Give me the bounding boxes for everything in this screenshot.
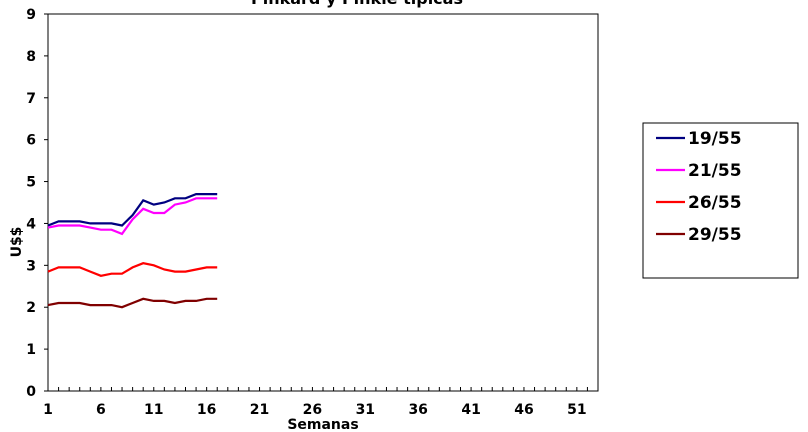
legend-label: 26/55 xyxy=(688,193,742,213)
plot-area xyxy=(47,13,599,392)
y-tick-label: 5 xyxy=(26,175,36,191)
series-lines xyxy=(47,193,218,309)
plot-frame xyxy=(47,13,599,392)
x-axis-ticks: 1 6 11 16 21 26 31 36 41 46 51 xyxy=(43,402,586,418)
x-tick-label: 16 xyxy=(197,402,216,418)
y-tick-label: 8 xyxy=(26,49,36,65)
y-tick-label: 4 xyxy=(26,216,36,232)
x-tick-label: 11 xyxy=(144,402,163,418)
x-tick-label: 46 xyxy=(514,402,533,418)
y-tick-label: 6 xyxy=(26,133,36,149)
x-tick-label: 1 xyxy=(43,402,53,418)
x-tick-label: 21 xyxy=(250,402,269,418)
x-tick-label: 31 xyxy=(356,402,375,418)
y-tick-label: 0 xyxy=(26,384,36,400)
legend-label: 21/55 xyxy=(688,161,742,181)
legend-label: 19/55 xyxy=(688,129,742,149)
y-tick-label: 2 xyxy=(26,300,36,316)
x-tick-label: 36 xyxy=(408,402,427,418)
y-tick-label: 9 xyxy=(26,7,36,23)
chart-title: Pinkard y Pinkle tipicas xyxy=(251,0,463,8)
y-axis-ticks: 0 1 2 3 4 5 6 7 8 9 xyxy=(26,7,48,400)
legend-label: 29/55 xyxy=(688,225,742,245)
legend: 19/55 21/55 26/55 29/55 xyxy=(642,122,799,279)
x-tick-label: 41 xyxy=(461,402,480,418)
series-line-21-55 xyxy=(47,197,218,236)
y-tick-label: 3 xyxy=(26,258,36,274)
x-axis-label: Semanas xyxy=(287,417,358,432)
series-line-19-55 xyxy=(47,193,218,227)
x-tick-label: 6 xyxy=(96,402,106,418)
legend-box xyxy=(642,122,799,279)
x-tick-label: 51 xyxy=(567,402,586,418)
y-axis-label: U$$ xyxy=(9,227,25,258)
y-tick-label: 1 xyxy=(26,342,36,358)
x-tick-label: 26 xyxy=(303,402,322,418)
series-line-26-55 xyxy=(47,262,218,277)
series-line-29-55 xyxy=(47,297,218,309)
y-tick-label: 7 xyxy=(26,91,36,107)
